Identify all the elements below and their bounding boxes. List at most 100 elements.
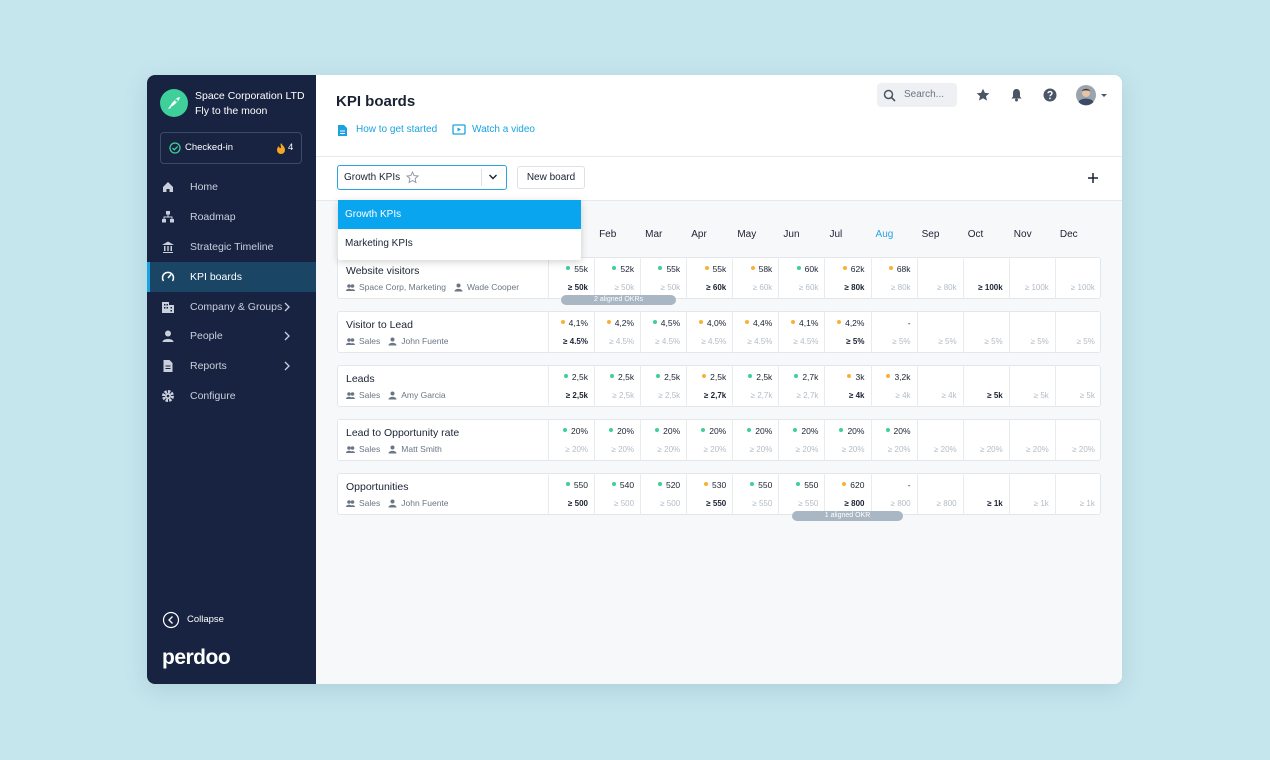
reports-icon [163,360,173,372]
cell-separator [686,257,688,299]
help-link[interactable]: How to get started [356,124,438,135]
cell-target: ≥ 5k [1079,391,1095,400]
cell-separator [778,365,780,407]
kpi-row[interactable] [337,257,1101,299]
nav-item[interactable]: Company & Groups [147,292,316,322]
cell-value: - [871,318,911,328]
cell-target: ≥ 2,5k [612,391,635,400]
status-dot [612,266,617,270]
cell-separator [778,257,780,299]
divider [316,156,1122,157]
cell-target: ≥ 2,7k [704,391,727,400]
kpi-team: Sales [359,444,381,454]
cell-separator [870,473,872,515]
search-placeholder: Search... [904,89,945,100]
collapse-label[interactable]: Collapse [187,614,224,625]
nav-item[interactable]: People [147,321,316,351]
notifications-button[interactable] [1010,88,1023,102]
cell-target: ≥ 60k [798,283,819,292]
people-icon [162,330,174,342]
value-text: 55k [712,264,727,274]
kpi-row[interactable] [337,365,1101,407]
favorites-button[interactable] [976,88,990,102]
cell-separator [594,473,596,515]
cell-separator [916,473,918,515]
search-box[interactable] [877,83,957,107]
cell-target: ≥ 4k [895,391,911,400]
cell-target: ≥ 4.5% [793,337,819,346]
cell-separator [778,419,780,461]
collapse-icon[interactable] [162,611,180,629]
value-text: 4,2% [614,318,635,328]
cell-target: ≥ 20% [565,445,588,454]
owner-icon [388,445,397,453]
video-link[interactable]: Watch a video [472,124,535,135]
nav-item[interactable]: Configure [147,381,316,411]
dropdown-option[interactable]: Marketing KPIs [338,229,581,258]
status-dot [702,374,707,378]
value-text: 4,5% [660,318,681,328]
status-dot [839,428,844,432]
month-header: Jun [783,229,800,240]
nav-item[interactable]: Roadmap [147,202,316,232]
checkin-box[interactable] [160,132,302,164]
cell-target: ≥ 1k [1033,499,1049,508]
aligned-okr-badge[interactable]: 1 aligned OKR [792,511,903,521]
month-header: Apr [691,229,707,240]
value-text: 550 [573,480,588,490]
roadmap-icon [162,211,174,223]
favorite-star[interactable] [406,171,419,184]
cell-value: 2,5k [594,372,634,382]
cell-value: 20% [686,426,726,436]
cell-separator [1008,365,1010,407]
cell-separator [824,257,826,299]
kpi-owner: John Fuente [401,498,449,508]
value-text: 58k [758,264,773,274]
nav-item[interactable]: Reports [147,351,316,381]
status-dot [837,320,842,324]
new-board-button[interactable]: New board [517,166,585,189]
help-button[interactable] [1043,88,1057,102]
cell-target: ≥ 20% [934,445,957,454]
cell-value: 62k [824,264,864,274]
dropdown-option[interactable]: Growth KPIs [338,200,581,229]
cell-target: ≥ 20% [980,445,1003,454]
cell-separator [640,257,642,299]
chevron [284,302,290,312]
nav-label: Company & Groups [190,301,283,313]
cell-target: ≥ 4.5% [655,337,681,346]
cell-target: ≥ 550 [798,499,819,508]
kpi-row[interactable] [337,419,1101,461]
home-icon [163,182,173,192]
cell-separator [916,365,918,407]
kpi-row[interactable] [337,473,1101,515]
value-text: 20% [617,426,635,436]
org-name: Space Corporation LTD [195,90,305,102]
team-icon [346,283,355,291]
aligned-okr-badge[interactable]: 2 aligned OKRs [561,295,676,305]
add-button[interactable] [1087,172,1099,184]
cell-separator [594,365,596,407]
board-select[interactable] [337,165,507,190]
nav-item[interactable]: Home [147,172,316,202]
kpi-name: Leads [346,373,375,385]
status-dot [750,266,755,270]
status-dot [657,482,662,486]
status-dot [886,374,891,378]
nav-item[interactable]: Strategic Timeline [147,232,316,262]
timeline-icon [162,241,174,253]
value-text: 4,4% [752,318,773,328]
team-icon [346,391,355,399]
cell-value: 2,5k [686,372,726,382]
kpi-row[interactable] [337,311,1101,353]
user-menu[interactable] [1076,85,1110,106]
value-text: 4,1% [799,318,819,328]
value-text: 530 [712,480,727,490]
nav-item[interactable]: KPI boards [147,262,316,292]
cell-separator [732,473,734,515]
kpi-meta: Sales Matt Smith [346,444,442,454]
value-text: 540 [619,480,635,490]
status-dot [888,266,893,270]
value-text: 20% [847,426,865,436]
